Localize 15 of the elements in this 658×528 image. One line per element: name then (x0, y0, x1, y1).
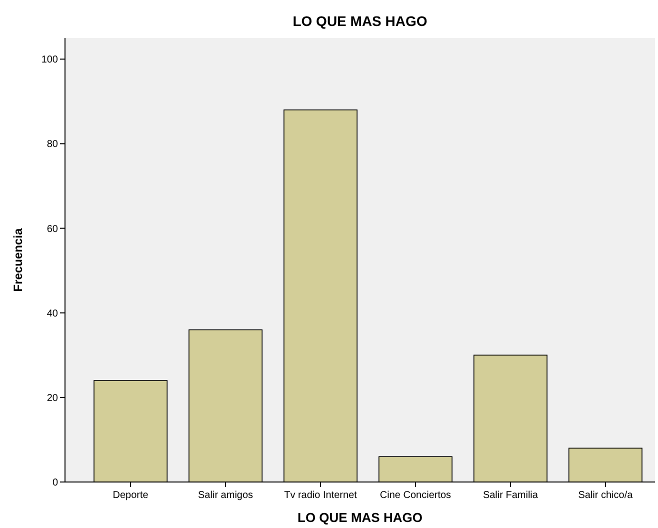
chart-title: LO QUE MAS HAGO (292, 13, 428, 29)
x-tick-label: Tv radio Internet (284, 490, 358, 501)
y-tick-label: 60 (46, 224, 58, 235)
y-tick-label: 100 (41, 54, 58, 66)
x-tick-label: Salir Familia (482, 490, 538, 501)
y-axis-title: Frecuencia (11, 228, 25, 292)
y-tick-label: 40 (46, 308, 58, 320)
x-tick-label: Salir amigos (198, 490, 254, 501)
x-tick-label: Cine Conciertos (380, 490, 452, 501)
x-axis-title: LO QUE MAS HAGO (298, 510, 422, 525)
y-tick-label: 0 (52, 478, 58, 488)
y-tick-label: 20 (46, 392, 58, 404)
x-tick-label: Salir chico/a (578, 490, 634, 501)
y-tick-label: 80 (46, 139, 58, 150)
x-tick-label: Deporte (112, 490, 149, 501)
